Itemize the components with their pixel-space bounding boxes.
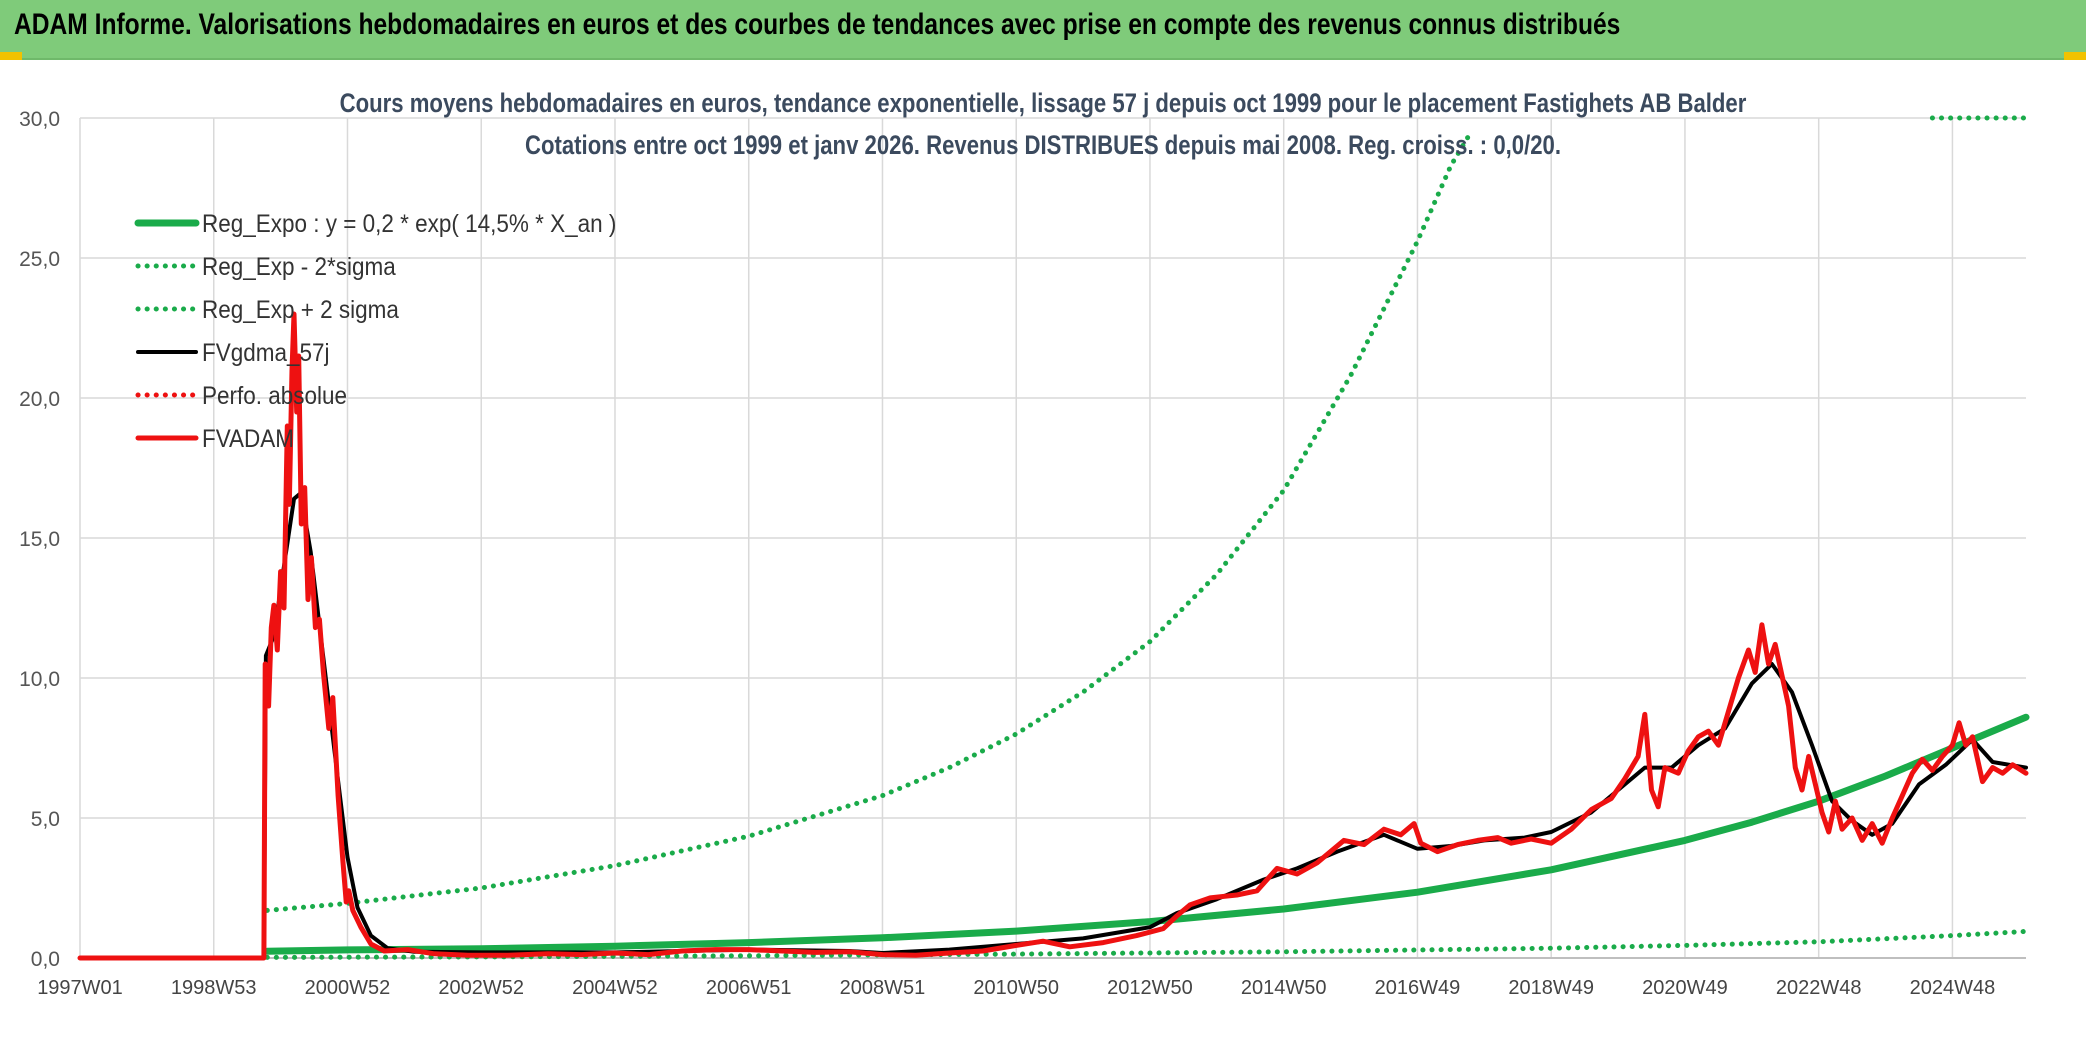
- y-tick-label: 5,0: [31, 808, 60, 831]
- series-line-0: [263, 713, 2030, 955]
- x-tick-label: 2000W52: [305, 977, 391, 999]
- legend-label-0: Reg_Expo : y = 0,2 * exp( 14,5% * X_an ): [202, 210, 616, 238]
- x-tick-label: 1998W53: [171, 977, 257, 999]
- header-banner: ADAM Informe. Valorisations hebdomadaire…: [0, 0, 2086, 60]
- corner-mark-right: [2064, 52, 2086, 60]
- y-tick-label: 20,0: [19, 388, 60, 411]
- corner-mark-left: [0, 52, 22, 60]
- x-tick-label: 2024W48: [1910, 977, 1996, 999]
- x-tick-label: 2022W48: [1776, 977, 1862, 999]
- legend: Reg_Expo : y = 0,2 * exp( 14,5% * X_an )…: [134, 210, 616, 453]
- page-title: ADAM Informe. Valorisations hebdomadaire…: [14, 8, 1621, 41]
- chart-subtitle: Cotations entre oct 1999 et janv 2026. R…: [524, 130, 1562, 160]
- y-tick-label: 25,0: [19, 248, 60, 271]
- x-tick-label: 2018W49: [1508, 977, 1594, 999]
- chart-title: Cours moyens hebdomadaires en euros, ten…: [339, 88, 1747, 118]
- x-tick-label: 2010W50: [973, 977, 1059, 999]
- grid: [79, 117, 2026, 959]
- series-line-1: [264, 928, 2029, 960]
- y-axis: 0,0 5,0 10,0 15,0 20,0 25,0 30,0: [19, 108, 60, 971]
- legend-label-5: FVADAM: [202, 425, 294, 453]
- line-chart: 0,0 5,0 10,0 15,0 20,0 25,0 30,0 1997W01 1998W5…: [19, 108, 2030, 999]
- y-tick-label: 10,0: [19, 668, 60, 691]
- legend-label-3: FVgdma_57j: [202, 339, 329, 367]
- x-tick-label: 2004W52: [572, 977, 658, 999]
- series-layer: [77, 115, 2030, 961]
- legend-label-1: Reg_Exp - 2*sigma: [202, 253, 396, 281]
- chart-area: 0,0 5,0 10,0 15,0 20,0 25,0 30,0 1997W01 1998W5…: [0, 60, 2086, 1037]
- x-tick-label: 2006W51: [706, 977, 792, 999]
- x-axis: 1997W01 1998W53 2000W52 2002W52 2004W52 2006W…: [37, 977, 1995, 999]
- series-line-5: [77, 311, 2029, 961]
- y-tick-label: 0,0: [31, 948, 60, 971]
- legend-label-4: Perfo. absolue: [202, 382, 347, 410]
- y-tick-label: 30,0: [19, 108, 60, 131]
- series-line-2: [264, 129, 1474, 913]
- x-tick-label: 1997W01: [37, 977, 123, 999]
- legend-label-2: Reg_Exp + 2 sigma: [202, 296, 400, 324]
- x-tick-label: 2008W51: [840, 977, 926, 999]
- x-tick-label: 2012W50: [1107, 977, 1193, 999]
- x-tick-label: 2016W49: [1375, 977, 1461, 999]
- y-tick-label: 15,0: [19, 528, 60, 551]
- x-tick-label: 2002W52: [438, 977, 524, 999]
- x-tick-label: 2014W50: [1241, 977, 1327, 999]
- x-tick-label: 2020W49: [1642, 977, 1728, 999]
- series-line-3: [78, 491, 2028, 960]
